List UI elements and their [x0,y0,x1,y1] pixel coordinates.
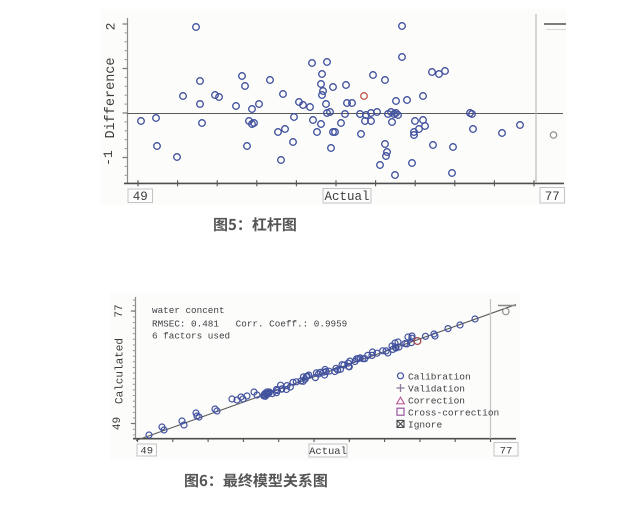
svg-text:Calculated: Calculated [115,338,127,404]
svg-text:Ignore: Ignore [408,419,443,430]
svg-text:Difference: Difference [104,57,119,138]
svg-text:Cross-correction: Cross-correction [408,407,499,418]
svg-text:49: 49 [133,190,148,204]
svg-text:2: 2 [104,23,119,31]
svg-text:Correction: Correction [408,395,465,406]
svg-text:Actual: Actual [309,446,347,458]
svg-text:77: 77 [114,304,126,317]
svg-text:Validation: Validation [408,383,465,394]
svg-text:RMSEC: 0.481 Corr. Coeff.: 0: RMSEC: 0.481 Corr. Coeff.: 0.9959 [152,319,347,330]
svg-text:49: 49 [112,417,124,430]
svg-text:Actual: Actual [324,190,369,204]
svg-text:Calibration: Calibration [408,371,471,382]
svg-text:77: 77 [500,445,513,457]
svg-text:water concent: water concent [152,305,225,316]
svg-text:6 factors used: 6 factors used [152,331,230,342]
svg-text:77: 77 [545,190,560,204]
svg-text:49: 49 [140,446,153,458]
svg-text:-1: -1 [101,150,116,166]
